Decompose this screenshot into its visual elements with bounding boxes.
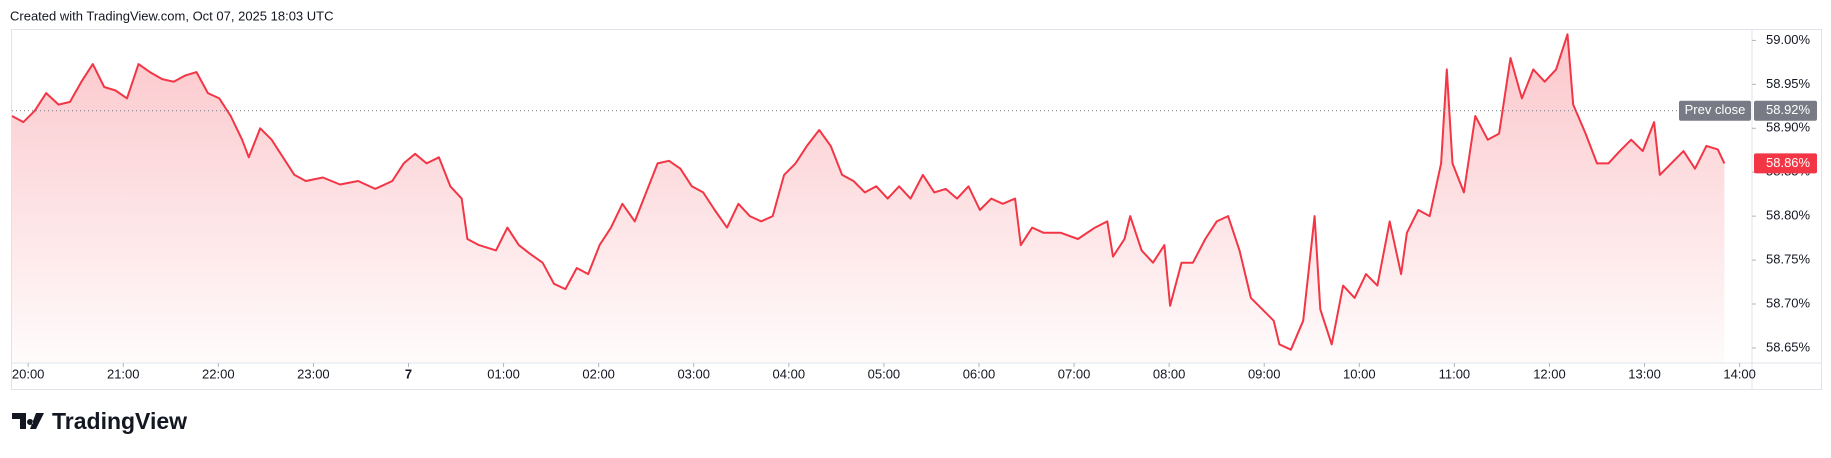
x-tick-label: 7 bbox=[405, 366, 412, 381]
y-tick-label: 58.75% bbox=[1766, 252, 1811, 267]
prev-close-price-tag bbox=[1754, 100, 1817, 121]
area bbox=[12, 34, 1725, 363]
last-price-tag bbox=[1754, 153, 1817, 174]
header: Created with TradingView.com, Oct 07, 20… bbox=[10, 8, 333, 23]
x-tick-label: 01:00 bbox=[487, 366, 520, 381]
brand: TradingView bbox=[52, 408, 187, 434]
x-tick-label: 13:00 bbox=[1628, 366, 1661, 381]
y-tick-label: 58.65% bbox=[1766, 339, 1811, 354]
x-tick-label: 06:00 bbox=[963, 366, 996, 381]
y-tick-label: 58.70% bbox=[1766, 295, 1811, 310]
x-tick-label: 04:00 bbox=[773, 366, 806, 381]
x-tick-label: 09:00 bbox=[1248, 366, 1281, 381]
x-tick-label: 07:00 bbox=[1058, 366, 1091, 381]
y-tick-label: 58.95% bbox=[1766, 76, 1811, 91]
prev-close-name: Prev close bbox=[1685, 102, 1746, 117]
x-tick-label: 23:00 bbox=[297, 366, 330, 381]
y-tick-label: 58.90% bbox=[1766, 120, 1811, 135]
x-tick-label: 02:00 bbox=[582, 366, 615, 381]
line bbox=[11, 33, 1726, 351]
x-tick-label: 12:00 bbox=[1533, 366, 1566, 381]
x-tick-label: 14:00 bbox=[1723, 366, 1756, 381]
x-tick-label: 08:00 bbox=[1153, 366, 1186, 381]
prev-close-tag bbox=[1679, 100, 1751, 121]
x-tick-label: 20:00 bbox=[12, 366, 45, 381]
prev-close-price: 58.92% bbox=[1766, 102, 1811, 117]
y-tick-label: 58.80% bbox=[1766, 208, 1811, 223]
last-price-label: 58.86% bbox=[1766, 155, 1811, 170]
x-tick-label: 10:00 bbox=[1343, 366, 1376, 381]
chart-frame bbox=[11, 29, 1822, 390]
logo bbox=[12, 413, 44, 429]
x-tick-label: 05:00 bbox=[868, 366, 901, 381]
x-tick-label: 11:00 bbox=[1439, 366, 1471, 381]
x-tick-label: 22:00 bbox=[202, 366, 235, 381]
y-tick-label: 59.00% bbox=[1766, 32, 1811, 47]
x-tick-label: 03:00 bbox=[677, 366, 710, 381]
x-tick-label: 21:00 bbox=[107, 366, 140, 381]
